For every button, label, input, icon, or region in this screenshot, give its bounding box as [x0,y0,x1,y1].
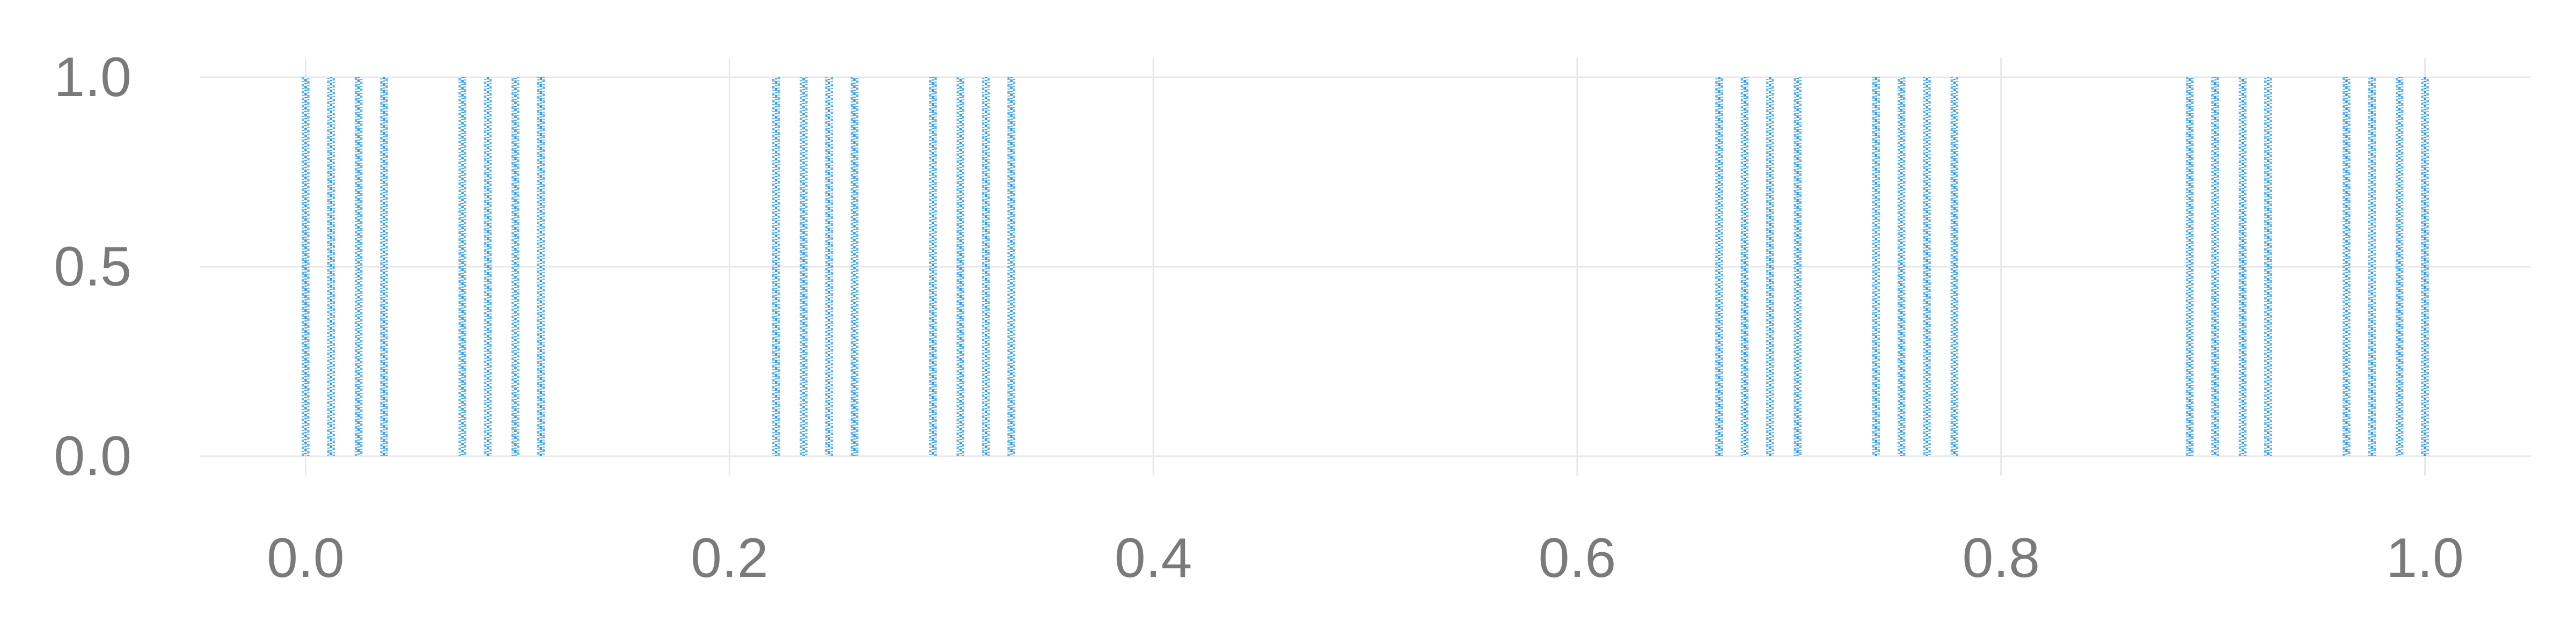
data-point-strip [302,77,310,456]
data-point-strip [2395,77,2404,456]
data-point-strip [1897,77,1906,456]
data-point-strip [1740,77,1749,456]
data-point-strip [982,77,990,456]
data-point-strip [825,77,833,456]
data-point-strip [537,77,545,456]
data-point-strip [1715,77,1723,456]
data-point-strip [1766,77,1774,456]
data-point-strip [327,77,335,456]
x-tick-label: 1.0 [2386,527,2464,589]
y-tick-label: 0.5 [54,236,131,298]
data-point-strip [511,77,519,456]
x-tick-label: 0.8 [1962,527,2040,589]
data-layer [302,77,2429,456]
data-point-strip [2185,77,2194,456]
data-point-strip [458,77,466,456]
data-point-strip [2238,77,2247,456]
data-point-strip [354,77,363,456]
y-axis-tick-labels: 0.0 0.5 1.0 [54,46,131,487]
data-point-strip [2368,77,2376,456]
data-point-strip [484,77,492,456]
x-tick-label: 0.4 [1115,527,1192,589]
data-point-strip [380,77,388,456]
data-point-strip [1950,77,1959,456]
x-tick-label: 0.0 [267,527,345,589]
data-point-strip [1872,77,1880,456]
data-point-strip [800,77,808,456]
data-point-strip [2343,77,2351,456]
data-point-strip [2264,77,2272,456]
y-tick-label: 1.0 [54,46,131,108]
x-tick-label: 0.6 [1539,527,1616,589]
data-point-strip [2211,77,2219,456]
grid [200,58,2531,475]
data-point-strip [2421,77,2429,456]
data-point-strip [929,77,937,456]
data-point-strip [1007,77,1015,456]
x-axis-tick-labels: 0.0 0.2 0.4 0.6 0.8 1.0 [267,527,2464,589]
y-tick-label: 0.0 [54,425,131,487]
data-point-strip [1923,77,1931,456]
data-point-strip [772,77,780,456]
data-point-strip [956,77,964,456]
x-tick-label: 0.2 [691,527,769,589]
data-point-strip [851,77,859,456]
data-point-strip [1794,77,1802,456]
